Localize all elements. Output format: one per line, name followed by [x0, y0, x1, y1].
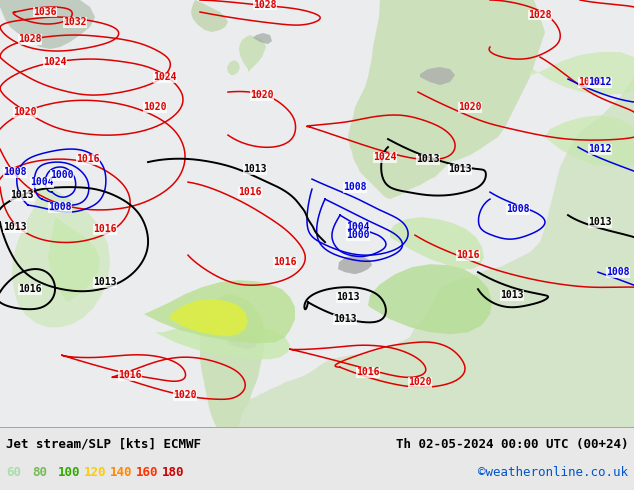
- Text: 60: 60: [6, 466, 21, 479]
- Text: 1016: 1016: [76, 154, 100, 164]
- Polygon shape: [169, 299, 248, 336]
- Polygon shape: [200, 294, 265, 427]
- Polygon shape: [12, 177, 110, 327]
- Text: 1013: 1013: [588, 217, 612, 227]
- Text: Jet stream/SLP [kts] ECMWF: Jet stream/SLP [kts] ECMWF: [6, 438, 201, 451]
- Text: 1028: 1028: [528, 10, 552, 20]
- Polygon shape: [253, 33, 272, 44]
- Text: 1032: 1032: [63, 17, 87, 27]
- Text: 100: 100: [58, 466, 81, 479]
- Text: 1024: 1024: [43, 57, 67, 67]
- Polygon shape: [545, 115, 634, 167]
- Polygon shape: [0, 427, 634, 490]
- Text: 1013: 1013: [10, 190, 34, 200]
- Text: 1013: 1013: [448, 164, 472, 174]
- Text: 120: 120: [84, 466, 107, 479]
- Text: 1020: 1020: [13, 107, 37, 117]
- Text: 1020: 1020: [173, 390, 197, 400]
- Polygon shape: [191, 0, 228, 32]
- Text: 1013: 1013: [417, 154, 440, 164]
- Text: 1013: 1013: [243, 164, 267, 174]
- Text: 1016: 1016: [18, 284, 42, 294]
- Text: 1004: 1004: [346, 222, 370, 232]
- Polygon shape: [239, 35, 266, 72]
- Polygon shape: [348, 0, 545, 199]
- Text: 1000: 1000: [50, 170, 74, 180]
- Text: 1016: 1016: [356, 367, 380, 377]
- Text: 1028: 1028: [18, 34, 42, 44]
- Text: 1024: 1024: [153, 72, 177, 82]
- Text: 1008: 1008: [606, 267, 630, 277]
- Text: Th 02-05-2024 00:00 UTC (00+24): Th 02-05-2024 00:00 UTC (00+24): [396, 438, 628, 451]
- Polygon shape: [227, 335, 258, 349]
- Text: 1016: 1016: [238, 187, 262, 197]
- Text: 1016: 1016: [93, 224, 117, 234]
- Text: 160: 160: [136, 466, 158, 479]
- Polygon shape: [155, 322, 290, 359]
- Text: 1008: 1008: [507, 204, 530, 214]
- Text: 1013: 1013: [336, 292, 359, 302]
- Polygon shape: [368, 264, 492, 334]
- Text: 1012: 1012: [588, 144, 612, 154]
- Text: 80: 80: [32, 466, 47, 479]
- Text: 1004: 1004: [30, 177, 54, 187]
- Text: 1024: 1024: [578, 77, 602, 87]
- Text: 1016: 1016: [119, 370, 142, 380]
- Polygon shape: [140, 280, 295, 343]
- Text: 1008: 1008: [48, 202, 72, 212]
- Polygon shape: [338, 255, 372, 274]
- Text: 140: 140: [110, 466, 133, 479]
- Text: 1020: 1020: [250, 90, 274, 100]
- Text: 1028: 1028: [253, 0, 277, 10]
- Text: 1020: 1020: [408, 377, 432, 387]
- Text: 1020: 1020: [458, 102, 482, 112]
- Polygon shape: [530, 52, 634, 95]
- Text: 1012: 1012: [588, 77, 612, 87]
- Text: 1000: 1000: [346, 230, 370, 240]
- Text: 1013: 1013: [500, 290, 524, 300]
- Polygon shape: [420, 67, 455, 85]
- Text: 1008: 1008: [343, 182, 366, 192]
- Polygon shape: [390, 217, 484, 269]
- Text: 1013: 1013: [333, 314, 357, 324]
- Text: ©weatheronline.co.uk: ©weatheronline.co.uk: [478, 466, 628, 479]
- Text: 1016: 1016: [456, 250, 480, 260]
- Text: 1013: 1013: [93, 277, 117, 287]
- Polygon shape: [238, 0, 634, 427]
- Text: 1016: 1016: [273, 257, 297, 267]
- Text: 1036: 1036: [33, 7, 57, 17]
- Text: 180: 180: [162, 466, 184, 479]
- Polygon shape: [0, 0, 634, 427]
- Polygon shape: [0, 0, 95, 49]
- Text: 1008: 1008: [3, 167, 27, 177]
- Text: 1020: 1020: [143, 102, 167, 112]
- Text: 1013: 1013: [3, 222, 27, 232]
- Polygon shape: [48, 217, 100, 302]
- Polygon shape: [227, 60, 240, 75]
- Text: 1024: 1024: [373, 152, 397, 162]
